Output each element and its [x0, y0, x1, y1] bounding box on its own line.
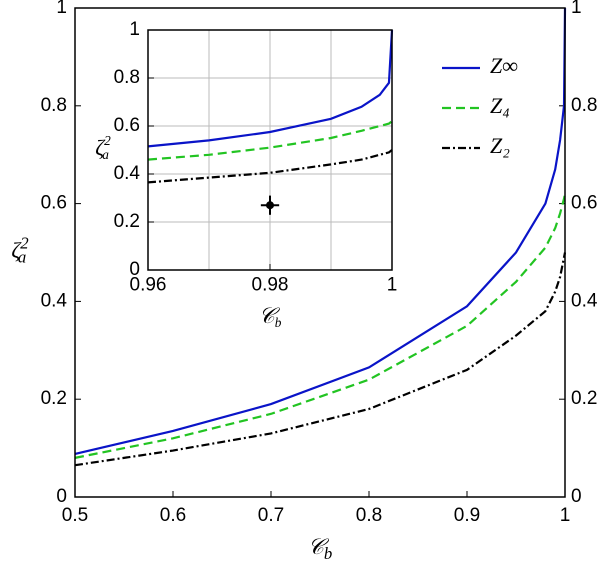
label-sub: b	[324, 544, 332, 562]
y-tick-label: 0.2	[41, 388, 67, 409]
y-tick-label: 0	[56, 486, 67, 507]
plot-frame	[74, 7, 566, 498]
y-tick-label: 0.8	[114, 67, 140, 88]
y-tick-label: 0.6	[114, 115, 140, 136]
y-tick-label: 0.6	[571, 193, 597, 214]
x-tick-label: 0.5	[62, 505, 88, 526]
y-tick-label: 1	[571, 0, 582, 18]
y-tick-label: 1	[56, 0, 67, 18]
label-sub: b	[275, 315, 282, 330]
x-tick-label: 0.7	[258, 505, 284, 526]
label-sub: a	[102, 147, 109, 162]
y-tick-label: 0.6	[41, 193, 67, 214]
label-sup: 2	[104, 133, 111, 148]
x-tick-label: 1	[387, 275, 398, 296]
y-tick-label: 0.2	[571, 388, 597, 409]
series-line	[74, 252, 567, 467]
x-tick-label: 0.9	[454, 505, 480, 526]
series-line	[74, 193, 567, 459]
series-line	[147, 120, 393, 161]
plot-frame	[147, 29, 393, 271]
x-tick-label: 1	[560, 505, 571, 526]
label-base: ζ	[95, 135, 106, 160]
x-tick-label: 0.6	[160, 505, 186, 526]
y-tick-label: 0.8	[571, 95, 597, 116]
y-tick-label: 0.4	[41, 290, 68, 311]
series-line	[74, 7, 567, 456]
axis-label: ζ2 a	[11, 233, 29, 266]
x-tick-label: 0.8	[356, 505, 382, 526]
data-point	[266, 201, 274, 210]
legend-label: Z₄	[490, 93, 510, 118]
legend-label: Z∞	[490, 53, 518, 78]
axis-label: 𝒞b	[308, 534, 332, 562]
label-base: ζ	[11, 238, 22, 263]
x-tick-label: 0.96	[130, 275, 167, 296]
y-tick-label: 0	[129, 259, 140, 280]
legend-label: Z₂	[490, 133, 510, 158]
y-tick-label: 0.2	[114, 211, 140, 232]
label-sub: a	[18, 247, 26, 266]
series-line	[147, 149, 393, 184]
x-tick-label: 0.98	[252, 275, 289, 296]
y-tick-label: 1	[129, 19, 140, 40]
y-tick-label: 0	[571, 486, 582, 507]
y-tick-label: 0.4	[114, 163, 141, 184]
y-tick-label: 0.4	[571, 290, 598, 311]
y-tick-label: 0.8	[41, 95, 67, 116]
label-sup: 2	[20, 233, 29, 252]
axis-label: ζ2 a	[95, 133, 111, 162]
series-line	[147, 29, 394, 148]
